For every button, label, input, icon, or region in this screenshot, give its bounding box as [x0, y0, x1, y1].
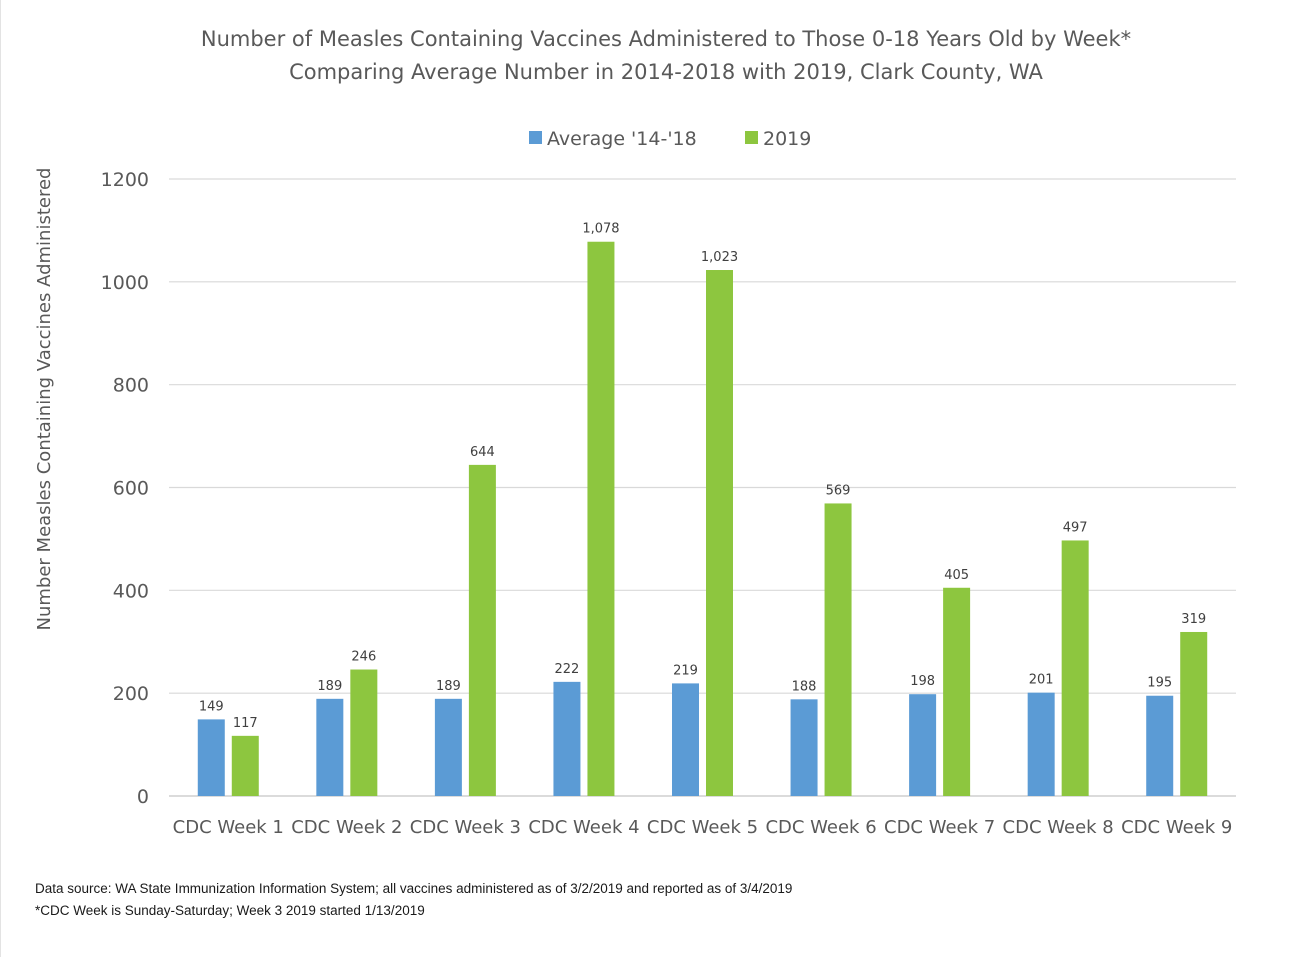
- bar-average: [1146, 695, 1174, 796]
- bar-average: [790, 699, 818, 796]
- x-tick-label: CDC Week 7: [884, 817, 995, 838]
- x-axis-ticks: CDC Week 1 CDC Week 2 CDC Week 3 CDC Week 4…: [173, 817, 1233, 838]
- bar-2019: [943, 587, 971, 796]
- data-label-2019: 644: [470, 445, 495, 460]
- data-label-average: 222: [555, 662, 580, 677]
- bar-average: [672, 683, 699, 796]
- bar-2019: [706, 270, 733, 796]
- y-tick-label: 800: [113, 375, 149, 397]
- gridlines: [169, 178, 1236, 797]
- x-tick-label: CDC Week 3: [410, 817, 521, 838]
- chart-title: Number of Measles Containing Vaccines Ad…: [201, 27, 1131, 84]
- y-tick-label: 400: [113, 580, 149, 602]
- bar-2019: [468, 464, 496, 796]
- data-label-2019: 497: [1063, 520, 1088, 535]
- y-tick-label: 600: [113, 478, 149, 500]
- y-axis-ticks: 0 200 400 600 800 1000 1200: [101, 169, 149, 808]
- y-axis-label: Number Measles Containing Vaccines Admin…: [34, 168, 55, 631]
- bar-average: [1027, 692, 1055, 796]
- bar-2019: [587, 241, 615, 796]
- y-tick-label: 1000: [101, 272, 149, 294]
- y-tick-label: 1200: [101, 169, 149, 191]
- chart-title-line-1: Number of Measles Containing Vaccines Ad…: [201, 27, 1131, 51]
- bar-2019: [1180, 631, 1208, 796]
- data-label-average: 201: [1029, 673, 1054, 688]
- x-tick-label: CDC Week 2: [291, 817, 402, 838]
- data-label-average: 195: [1147, 676, 1172, 691]
- bar-average: [553, 681, 581, 796]
- bars: [197, 241, 1208, 796]
- x-tick-label: CDC Week 5: [647, 817, 758, 838]
- data-label-average: 219: [673, 663, 698, 678]
- legend-swatch-average: [529, 131, 542, 144]
- legend: Average '14-'18 2019: [529, 128, 811, 150]
- x-tick-label: CDC Week 8: [1003, 817, 1114, 838]
- data-label-2019: 1,023: [701, 250, 738, 265]
- bar-2019: [824, 503, 852, 796]
- bar-average: [909, 694, 937, 796]
- bar-average: [197, 719, 225, 796]
- data-label-average: 189: [436, 679, 461, 694]
- x-tick-label: CDC Week 1: [173, 817, 284, 838]
- bar-2019: [231, 735, 259, 796]
- bar-2019: [350, 669, 378, 796]
- data-label-2019: 569: [826, 483, 851, 498]
- cdc-week-note: *CDC Week is Sunday-Saturday; Week 3 201…: [35, 903, 425, 918]
- data-label-average: 149: [199, 699, 224, 714]
- data-label-2019: 246: [351, 650, 376, 665]
- data-label-average: 189: [317, 679, 342, 694]
- data-labels: 149 117 189 246 189 644 222 1,078 219 1,023 188 569…: [199, 222, 1206, 731]
- x-tick-label: CDC Week 9: [1121, 817, 1232, 838]
- y-tick-label: 200: [113, 683, 149, 705]
- x-tick-label: CDC Week 6: [765, 817, 876, 838]
- y-tick-label: 0: [137, 786, 149, 808]
- data-source-note: Data source: WA State Immunization Infor…: [35, 881, 793, 896]
- data-label-average: 198: [910, 674, 935, 689]
- bar-chart: Number of Measles Containing Vaccines Ad…: [34, 27, 1236, 838]
- x-tick-label: CDC Week 4: [528, 817, 639, 838]
- legend-label-2019: 2019: [763, 128, 811, 150]
- bar-average: [434, 698, 462, 796]
- data-label-2019: 319: [1181, 612, 1206, 627]
- data-label-2019: 1,078: [582, 222, 619, 237]
- bar-average: [316, 698, 344, 796]
- legend-swatch-2019: [745, 131, 758, 144]
- data-label-average: 188: [792, 679, 817, 694]
- data-label-2019: 405: [944, 568, 969, 583]
- legend-label-average: Average '14-'18: [547, 128, 697, 150]
- data-label-2019: 117: [233, 716, 258, 731]
- chart-title-line-2: Comparing Average Number in 2014-2018 wi…: [289, 60, 1043, 84]
- bar-2019: [1061, 540, 1089, 796]
